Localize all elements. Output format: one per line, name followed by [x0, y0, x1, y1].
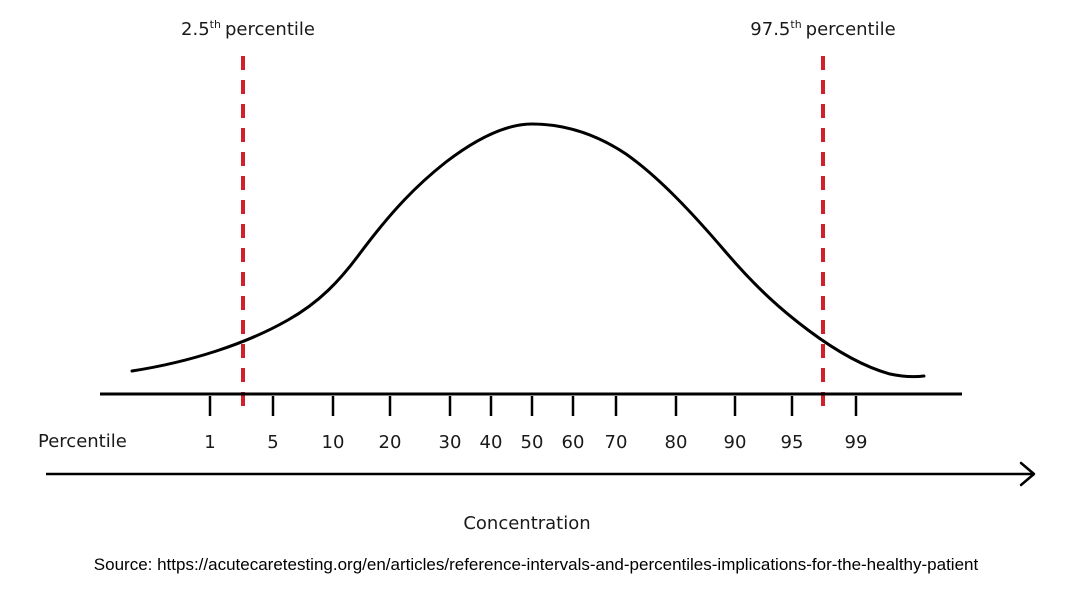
left-marker-superscript: th: [210, 18, 221, 31]
tick-label-10: 10: [322, 432, 345, 453]
left-marker-number: 2.5: [181, 19, 210, 40]
tick-group: [208, 396, 858, 416]
tick-label-80: 80: [665, 432, 688, 453]
tick-label-60: 60: [562, 432, 585, 453]
tick-label-95: 95: [781, 432, 804, 453]
bell-curve: [130, 122, 926, 379]
tick-label-1: 1: [204, 432, 215, 453]
source-citation: Source: https://acutecaretesting.org/en/…: [94, 555, 979, 574]
left-marker-word: percentile: [225, 19, 315, 40]
tick-label-30: 30: [439, 432, 462, 453]
tick-label-50: 50: [521, 432, 544, 453]
left-marker-label: 2.5th percentile: [181, 18, 315, 40]
tick-label-5: 5: [267, 432, 278, 453]
arrowhead-icon: [1019, 461, 1036, 487]
tick-label-40: 40: [480, 432, 503, 453]
right-marker-superscript: th: [790, 18, 801, 31]
tick-label-20: 20: [379, 432, 402, 453]
percentile-row-label: Percentile: [38, 431, 127, 452]
tick-label-70: 70: [605, 432, 628, 453]
right-marker-label: 97.5th percentile: [750, 18, 895, 40]
right-marker-word: percentile: [806, 19, 896, 40]
tick-label-90: 90: [724, 432, 747, 453]
right-marker-number: 97.5: [750, 19, 790, 40]
tick-label-group: 1 5 10 20 30 40 50 60 70 80 90 95 99: [204, 432, 867, 453]
tick-label-99: 99: [845, 432, 868, 453]
concentration-axis-label: Concentration: [463, 513, 590, 534]
